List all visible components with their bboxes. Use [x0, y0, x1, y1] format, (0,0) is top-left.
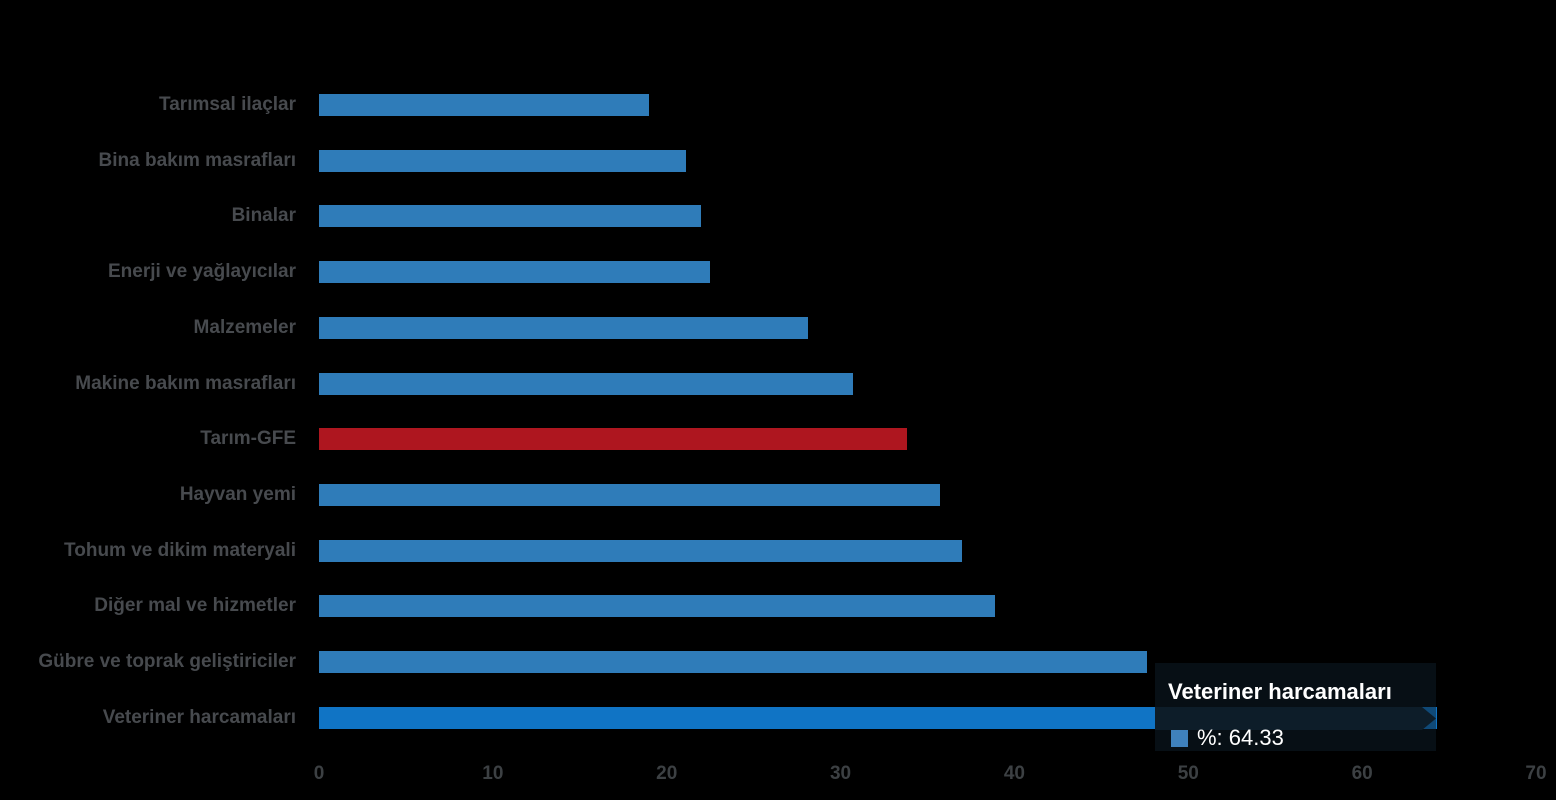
- chart-row: Gübre ve toprak geliştiriciler: [0, 651, 1556, 673]
- bar-3[interactable]: [319, 205, 702, 228]
- tooltip-title: Veteriner harcamaları: [1168, 679, 1392, 704]
- tooltip-value-row: %: 64.33: [1171, 727, 1284, 749]
- category-label: Malzemeler: [193, 316, 296, 338]
- chart-row: Diğer mal ve hizmetler: [0, 595, 1556, 618]
- bar-8[interactable]: [319, 483, 940, 506]
- bar-2[interactable]: [319, 149, 686, 172]
- category-label: Gübre ve toprak geliştiriciler: [38, 651, 296, 672]
- category-label: Hayvan yemi: [179, 483, 296, 505]
- chart-row: Bina bakım masrafları: [0, 149, 1556, 172]
- tooltip-pointer-bar: [1155, 707, 1436, 730]
- chart-row: Tohum ve dikim materyali: [0, 539, 1556, 562]
- bar-6[interactable]: [319, 372, 853, 395]
- chart-row: Makine bakım masrafları: [0, 372, 1556, 395]
- x-tick-label: 0: [313, 763, 325, 784]
- tooltip-value-text: %: 64.33: [1197, 725, 1284, 750]
- bar-7[interactable]: [319, 428, 907, 451]
- chart-row: Tarım-GFE: [0, 428, 1556, 451]
- x-tick-label: 70: [1525, 763, 1547, 784]
- category-label: Veteriner harcamaları: [102, 706, 296, 728]
- x-tick-label: 40: [1003, 763, 1025, 784]
- category-label: Tarım-GFE: [200, 428, 296, 450]
- category-label: Tohum ve dikim materyali: [64, 539, 296, 561]
- category-label: Makine bakım masrafları: [75, 372, 296, 394]
- bar-11[interactable]: [319, 651, 1147, 673]
- chart-row: Hayvan yemi: [0, 483, 1556, 506]
- bar-5[interactable]: [319, 316, 808, 339]
- category-label: Tarımsal ilaçlar: [159, 94, 296, 115]
- x-tick-label: 20: [656, 763, 678, 784]
- bar-4[interactable]: [319, 261, 711, 284]
- bar-10[interactable]: [319, 595, 996, 618]
- bar-9[interactable]: [319, 539, 963, 562]
- x-tick-label: 10: [482, 763, 504, 784]
- tooltip-series-marker-icon: [1171, 729, 1188, 747]
- chart-row: Tarımsal ilaçlar: [0, 94, 1556, 116]
- x-tick-label: 60: [1351, 763, 1373, 784]
- category-label: Diğer mal ve hizmetler: [94, 595, 296, 617]
- chart-row: Enerji ve yağlayıcılar: [0, 261, 1556, 284]
- x-tick-label: 30: [829, 763, 852, 784]
- x-tick-label: 50: [1177, 763, 1199, 784]
- category-label: Binalar: [231, 205, 296, 227]
- chart-row: Binalar: [0, 205, 1556, 228]
- bar-1[interactable]: [319, 94, 650, 116]
- category-label: Enerji ve yağlayıcılar: [107, 261, 296, 283]
- category-label: Bina bakım masrafları: [98, 149, 296, 171]
- chart-row: Malzemeler: [0, 316, 1556, 339]
